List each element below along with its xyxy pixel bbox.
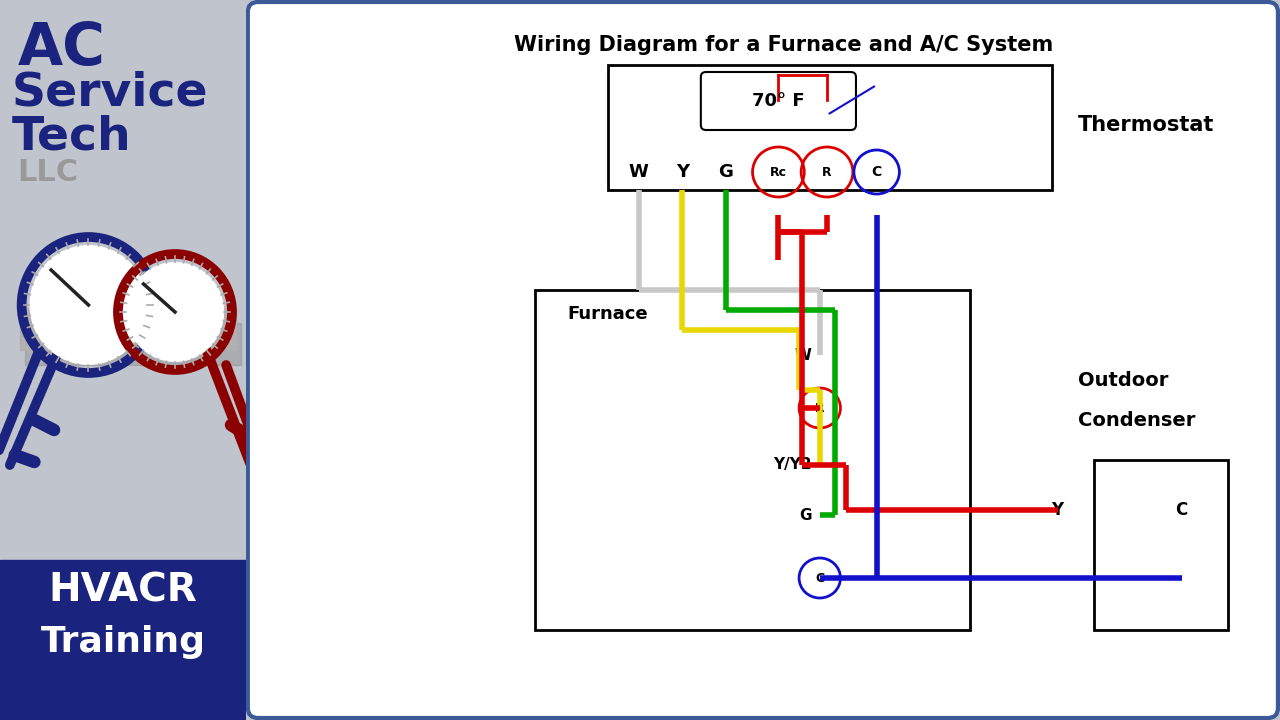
Bar — [608, 65, 1052, 190]
Text: G: G — [799, 508, 812, 523]
FancyBboxPatch shape — [248, 2, 1277, 718]
Text: 70° F: 70° F — [753, 92, 805, 110]
Text: C: C — [872, 165, 882, 179]
FancyBboxPatch shape — [701, 72, 856, 130]
Text: G: G — [718, 163, 733, 181]
Bar — [1094, 460, 1229, 630]
Text: C: C — [815, 572, 824, 585]
Text: R: R — [822, 166, 832, 179]
Text: Tech: Tech — [12, 115, 132, 160]
Text: Furnace: Furnace — [567, 305, 648, 323]
Bar — [19, 308, 236, 350]
Text: LLC: LLC — [18, 158, 79, 187]
Text: HVACR: HVACR — [49, 572, 197, 610]
Text: AC: AC — [18, 20, 105, 77]
Text: W: W — [628, 163, 649, 181]
Bar — [24, 323, 241, 365]
Text: W: W — [795, 348, 812, 362]
Text: Y: Y — [1052, 501, 1064, 519]
Bar — [535, 290, 970, 630]
Text: Training: Training — [41, 625, 205, 659]
Text: Outdoor: Outdoor — [1078, 371, 1169, 390]
Text: Thermostat: Thermostat — [1078, 115, 1215, 135]
Circle shape — [29, 245, 147, 365]
Text: R: R — [815, 402, 824, 415]
Text: Y/Y2: Y/Y2 — [773, 457, 812, 472]
Text: C: C — [1175, 501, 1188, 519]
Circle shape — [125, 262, 224, 362]
Text: Wiring Diagram for a Furnace and A/C System: Wiring Diagram for a Furnace and A/C Sys… — [515, 35, 1053, 55]
Text: Condenser: Condenser — [1078, 410, 1196, 430]
Bar — [0, 560, 246, 720]
Text: Rc: Rc — [769, 166, 787, 179]
Text: Service: Service — [12, 70, 209, 115]
Text: Y: Y — [676, 163, 689, 181]
